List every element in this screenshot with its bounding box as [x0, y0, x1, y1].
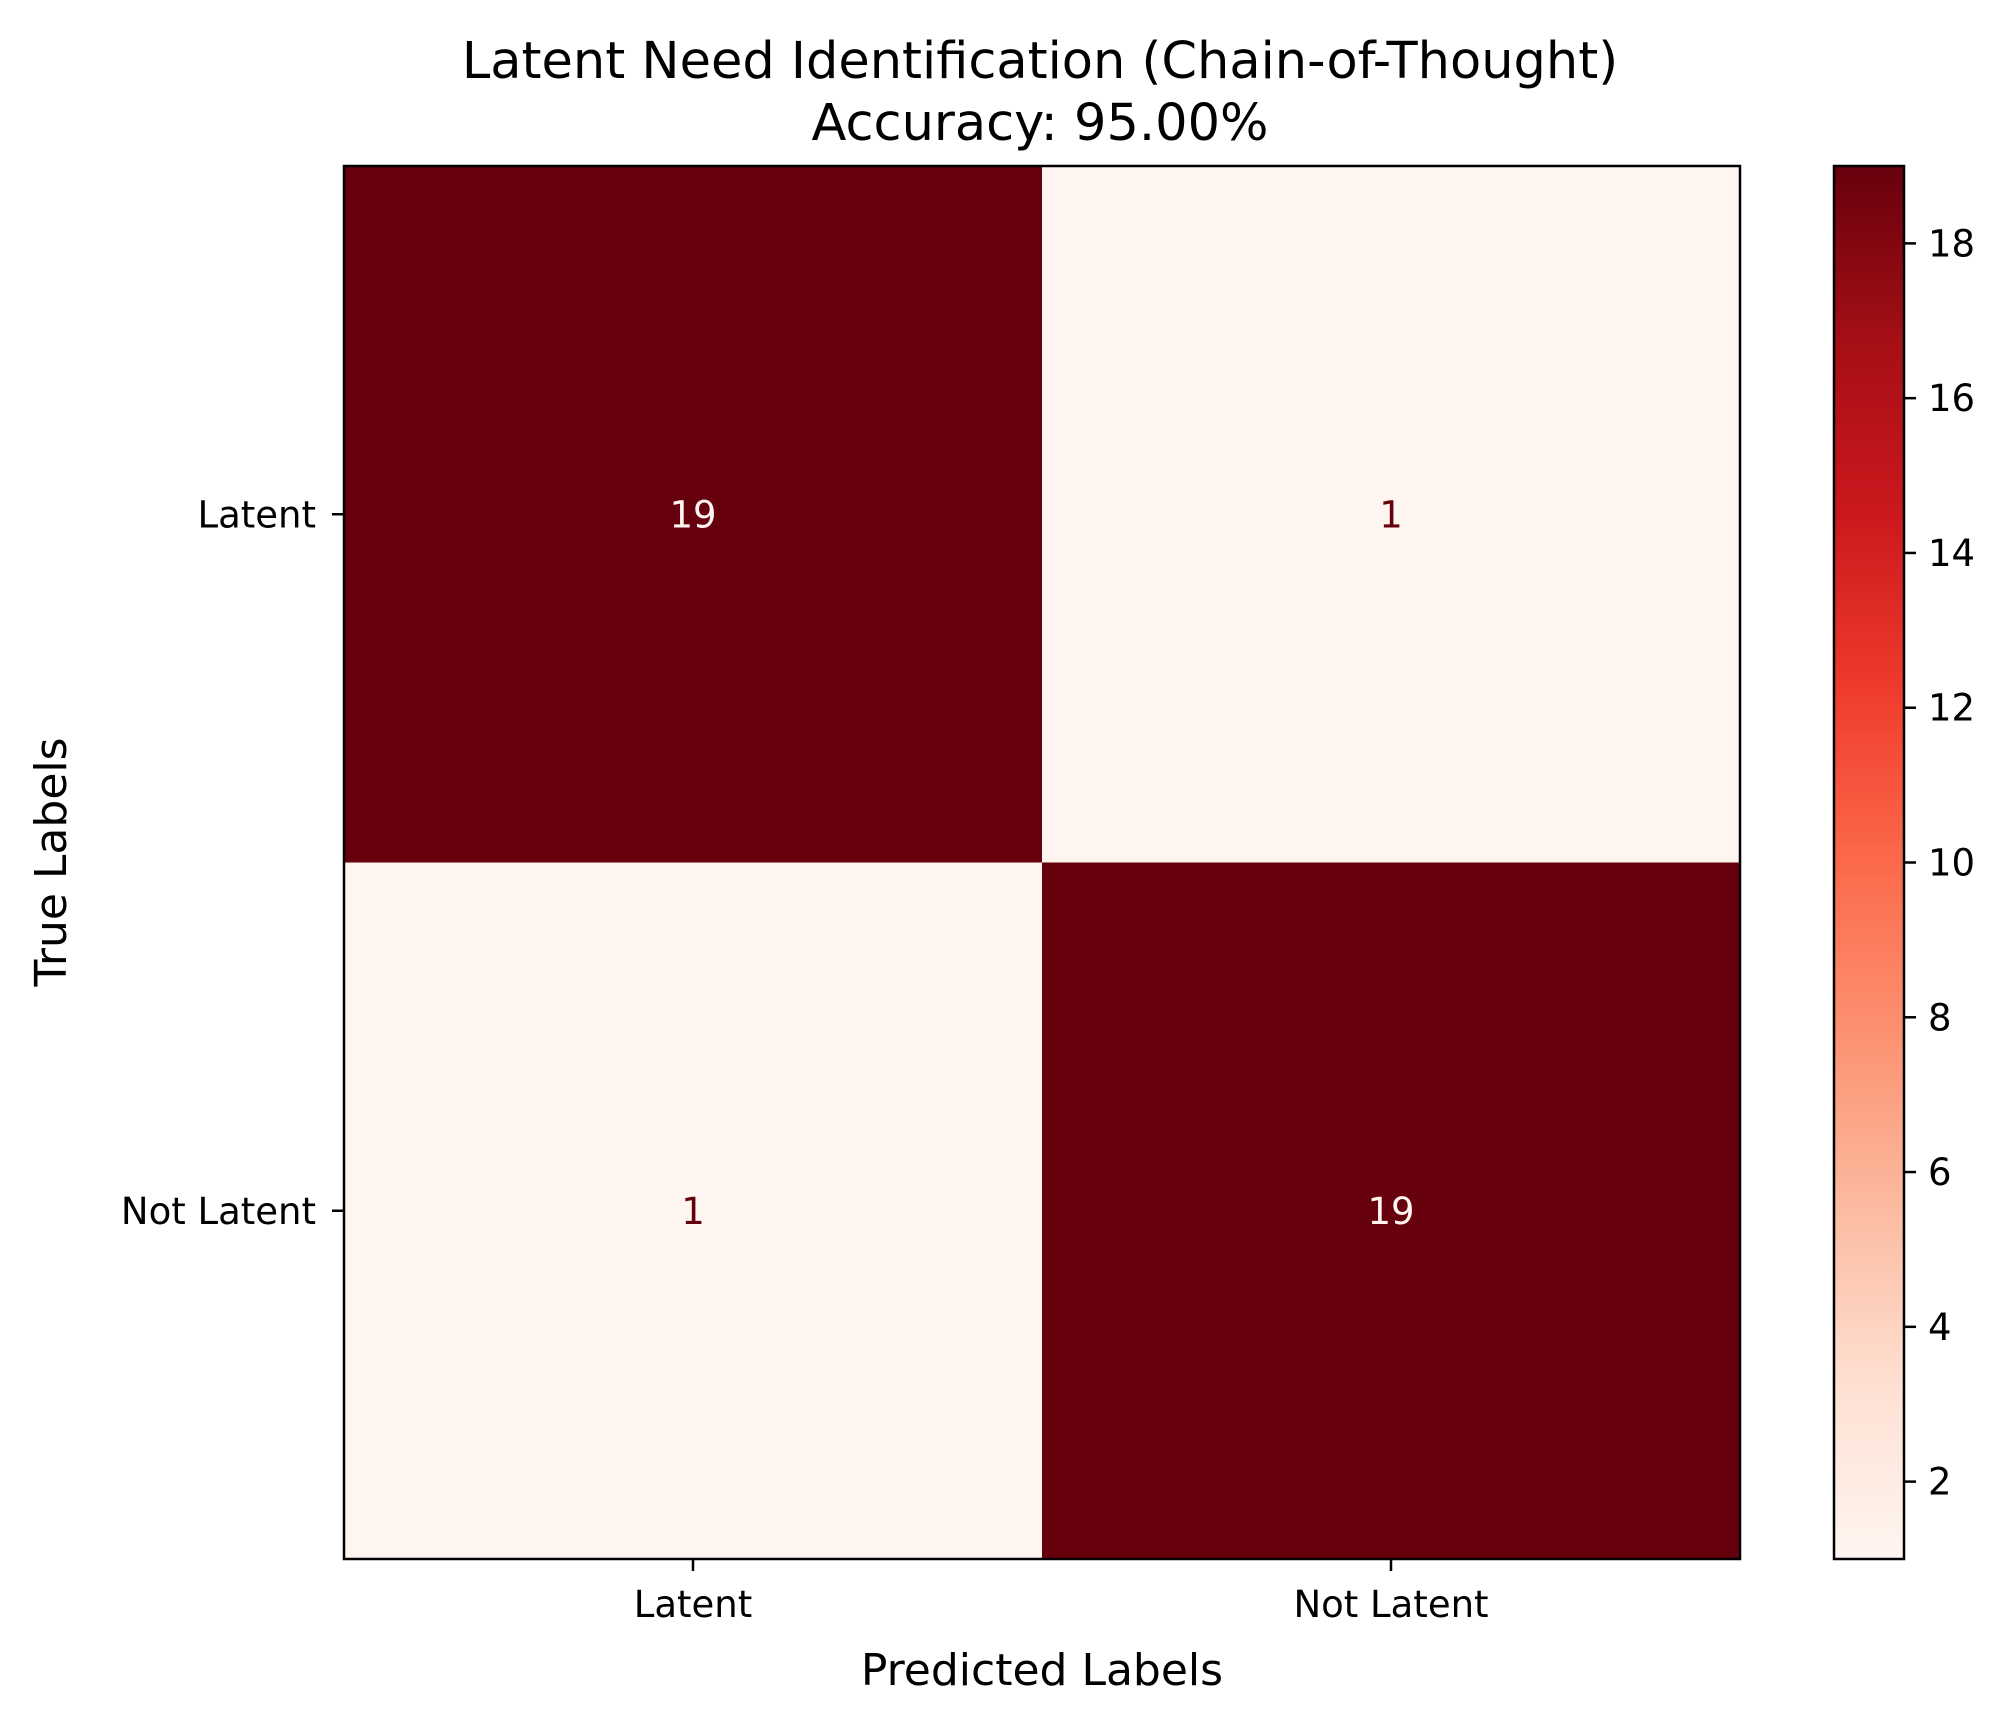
colorbar-tick-label: 10 — [1928, 842, 1975, 885]
x-tick-label: Not Latent — [1293, 1583, 1488, 1626]
heatmap-cell — [1042, 166, 1741, 863]
y-axis-ticks: Latent Not Latent — [121, 493, 344, 1233]
cell-value-label: 1 — [1379, 493, 1403, 536]
x-axis-ticks: Latent Not Latent — [634, 1559, 1489, 1626]
x-tick-label: Latent — [634, 1583, 753, 1626]
colorbar-tick-label: 14 — [1928, 532, 1975, 575]
cell-value-label: 19 — [1367, 1190, 1414, 1233]
colorbar-ticks: 2 4 6 8 10 12 14 16 18 — [1904, 222, 1975, 1504]
colorbar-tick-label: 4 — [1928, 1306, 1952, 1349]
y-tick-label: Latent — [197, 493, 316, 536]
colorbar — [1832, 164, 1906, 1561]
y-tick-label: Not Latent — [121, 1190, 316, 1233]
colorbar-tick-label: 8 — [1928, 996, 1952, 1039]
heatmap-cell — [344, 166, 1043, 863]
x-axis-label: Predicted Labels — [861, 1645, 1223, 1696]
cell-value-label: 1 — [681, 1190, 705, 1233]
heatmap-cell — [1042, 862, 1741, 1560]
colorbar-tick-label: 18 — [1928, 222, 1975, 265]
chart-title: Latent Need Identification (Chain-of-Tho… — [462, 32, 1618, 91]
y-axis-label: True Labels — [26, 737, 77, 987]
colorbar-tick-label: 16 — [1928, 377, 1975, 420]
chart-subtitle: Accuracy: 95.00% — [812, 94, 1269, 153]
heatmap-cell — [344, 862, 1043, 1560]
colorbar-tick-label: 6 — [1928, 1151, 1952, 1194]
colorbar-tick-label: 2 — [1928, 1461, 1952, 1504]
plot-frame — [342, 164, 1742, 1561]
cell-value-label: 19 — [669, 493, 716, 536]
colorbar-tick-label: 12 — [1928, 687, 1975, 730]
heatmap-cells: 19 1 1 19 — [344, 166, 1741, 1560]
